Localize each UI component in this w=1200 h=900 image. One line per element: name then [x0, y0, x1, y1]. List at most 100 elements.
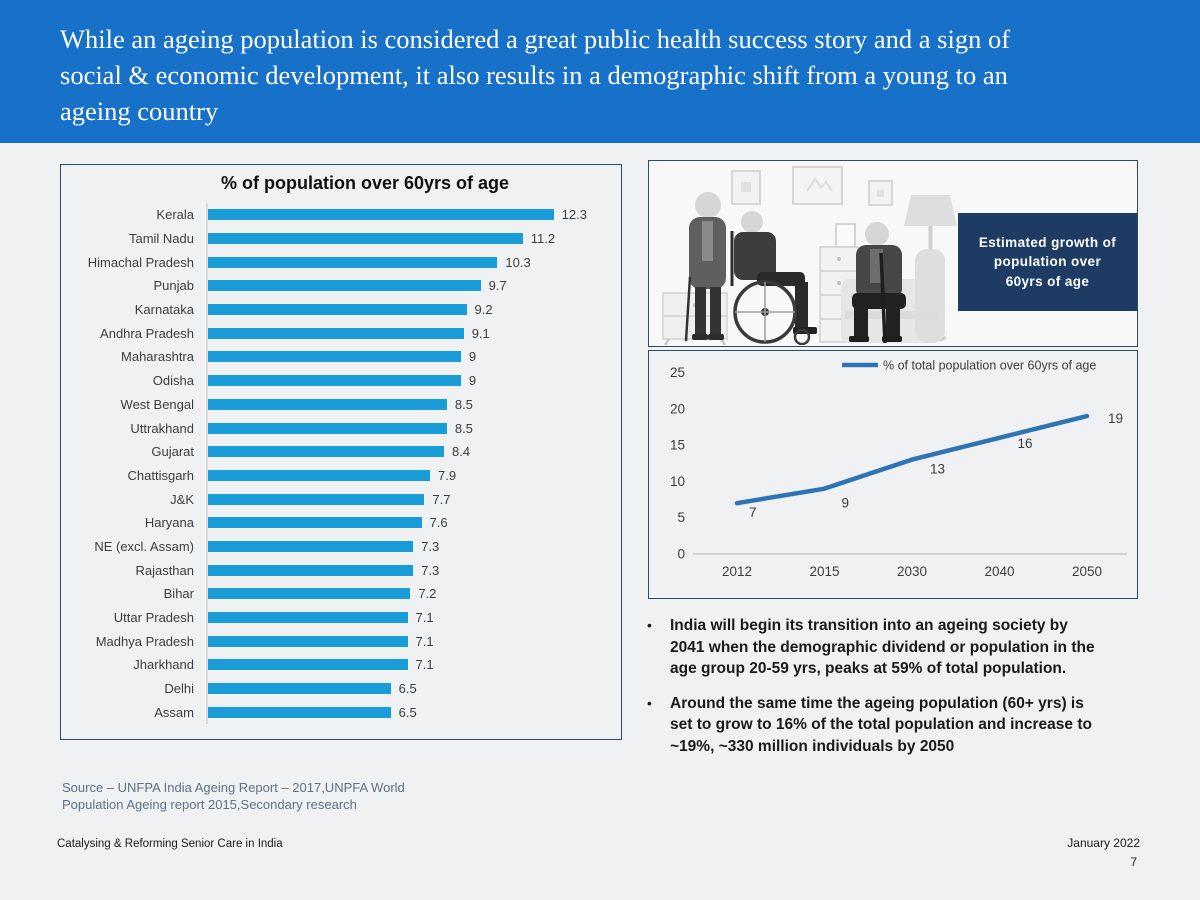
bar-category-label: Himachal Pradesh — [87, 254, 194, 270]
y-tick-label: 15 — [670, 438, 685, 453]
bar-row: Haryana 7.6 — [61, 510, 615, 535]
header-banner: While an ageing population is considered… — [0, 0, 1200, 143]
bar-value-label: 9.7 — [488, 278, 507, 294]
bar-row: Jharkhand 7.1 — [61, 653, 615, 677]
bar-category-label: Karnataka — [134, 302, 194, 318]
bar-category-label: Assam — [154, 704, 194, 720]
bar — [208, 612, 408, 624]
bar-track: 7.1 — [206, 605, 615, 630]
bar-value-label: 8.4 — [452, 444, 471, 460]
bar-value-label: 7.1 — [415, 633, 434, 649]
bar — [208, 256, 498, 268]
bar-value-label: 8.5 — [454, 420, 473, 436]
bar-category-label: Tamil Nadu — [128, 231, 194, 247]
bar-value-label: 7.7 — [432, 491, 451, 507]
x-tick-label: 2015 — [809, 564, 839, 579]
wall-frames-icon — [731, 166, 893, 206]
bar-value-label: 10.3 — [505, 254, 531, 270]
bar-row: Punjab 9.7 — [61, 274, 615, 298]
illustration-panel: Estimated growth of population over 60yr… — [648, 160, 1138, 347]
bar-value-label: 6.5 — [398, 681, 417, 697]
bar-row: Bihar 7.2 — [61, 582, 615, 606]
bar-row: Andhra Pradesh 9.1 — [61, 321, 615, 346]
x-tick-label: 2012 — [722, 564, 752, 579]
bar — [208, 233, 523, 245]
bar-track: 6.5 — [206, 700, 615, 725]
x-tick-label: 2040 — [984, 564, 1014, 579]
bar-category-label: Rajasthan — [135, 562, 194, 578]
bar — [208, 209, 554, 221]
bar — [208, 351, 461, 363]
bar-category-label: West Bengal — [120, 396, 194, 412]
bar-category-label: Jharkhand — [133, 657, 194, 673]
bar-value-label: 9.2 — [474, 302, 493, 318]
bar-track: 9.7 — [206, 274, 615, 298]
bar-rows: Kerala 12.3 Tamil Nadu 11.2 Himachal Pradesh… — [61, 203, 615, 725]
bar-track: 7.9 — [206, 463, 615, 488]
bar-value-label: 7.9 — [437, 467, 457, 483]
bar — [208, 517, 422, 529]
bar-track: 8.5 — [206, 392, 615, 417]
bar-track: 7.1 — [206, 629, 615, 654]
bar-category-label: Haryana — [144, 515, 194, 531]
standing-woman-figure — [684, 192, 726, 342]
growth-line-chart: 0 5 10 15 20 25 2012 2015 2030 2040 2050 7 9 13 16 19 % … — [670, 359, 1127, 579]
wheelchair-figure — [730, 211, 817, 345]
growth-caption-text: Estimated growth of population over 60yr… — [978, 234, 1117, 289]
bar-row: Assam 6.5 — [61, 700, 615, 725]
bar-value-label: 12.3 — [561, 207, 587, 223]
bar-category-label: Odisha — [152, 373, 194, 389]
bar — [208, 493, 425, 505]
bar-value-label: 9 — [468, 349, 477, 365]
page-number: 7 — [1130, 855, 1137, 869]
bar-track: 12.3 — [206, 203, 615, 227]
trend-line — [734, 413, 1090, 506]
bar-category-label: Uttar Pradesh — [113, 610, 194, 626]
bar-track: 7.2 — [206, 582, 615, 606]
y-tick-label: 25 — [670, 365, 685, 380]
bar-category-label: Madhya Pradesh — [95, 633, 194, 649]
seated-man-figure — [849, 222, 906, 344]
bar — [208, 683, 391, 695]
bar — [208, 375, 461, 387]
bar-row: Odisha 9 — [61, 368, 615, 393]
bar — [208, 280, 481, 292]
legend-label: % of total population over 60yrs of age — [883, 359, 1096, 373]
bar-track: 7.3 — [206, 558, 615, 582]
bar-row: Delhi 6.5 — [61, 676, 615, 701]
bar-value-label: 8.5 — [454, 396, 473, 412]
bar — [208, 659, 408, 671]
bar-chart-panel: % of population over 60yrs of age Kerala… — [60, 164, 622, 740]
y-tick-label: 10 — [670, 474, 685, 489]
bar-value-label: 11.2 — [530, 231, 556, 247]
data-label: 13 — [930, 462, 945, 477]
bar-category-label: NE (excl. Assam) — [94, 538, 194, 554]
bar-track: 7.6 — [206, 510, 615, 535]
bar-category-label: Chattisgarh — [127, 467, 194, 483]
bar-row: Tamil Nadu 11.2 — [61, 226, 615, 251]
bar-category-label: Gujarat — [151, 444, 194, 460]
bar-value-label: 7.3 — [421, 538, 440, 554]
bar-row: Madhya Pradesh 7.1 — [61, 629, 615, 654]
bar-row: Gujarat 8.4 — [61, 439, 615, 464]
bar-track: 9 — [206, 368, 615, 393]
bar-value-label: 6.5 — [398, 704, 417, 720]
source-note: Source – UNFPA India Ageing Report – 201… — [62, 780, 405, 812]
bar — [208, 422, 447, 434]
bar-row: Rajasthan 7.3 — [61, 558, 615, 582]
bar-track: 6.5 — [206, 676, 615, 701]
bar — [208, 398, 447, 410]
bullet-list: India will begin its transition into an … — [640, 615, 1150, 770]
bar-category-label: Punjab — [153, 278, 194, 294]
bar-value-label: 7.1 — [415, 657, 434, 673]
bar — [208, 588, 411, 600]
bar — [208, 564, 414, 576]
x-tick-label: 2030 — [897, 564, 927, 579]
bar-track: 9 — [206, 345, 615, 369]
data-label: 9 — [842, 496, 850, 511]
bar-value-label: 7.6 — [429, 515, 448, 531]
bar-category-label: J&K — [170, 491, 194, 507]
bar-row: Uttrakhand 8.5 — [61, 416, 615, 440]
bar-category-label: Delhi — [164, 681, 194, 697]
